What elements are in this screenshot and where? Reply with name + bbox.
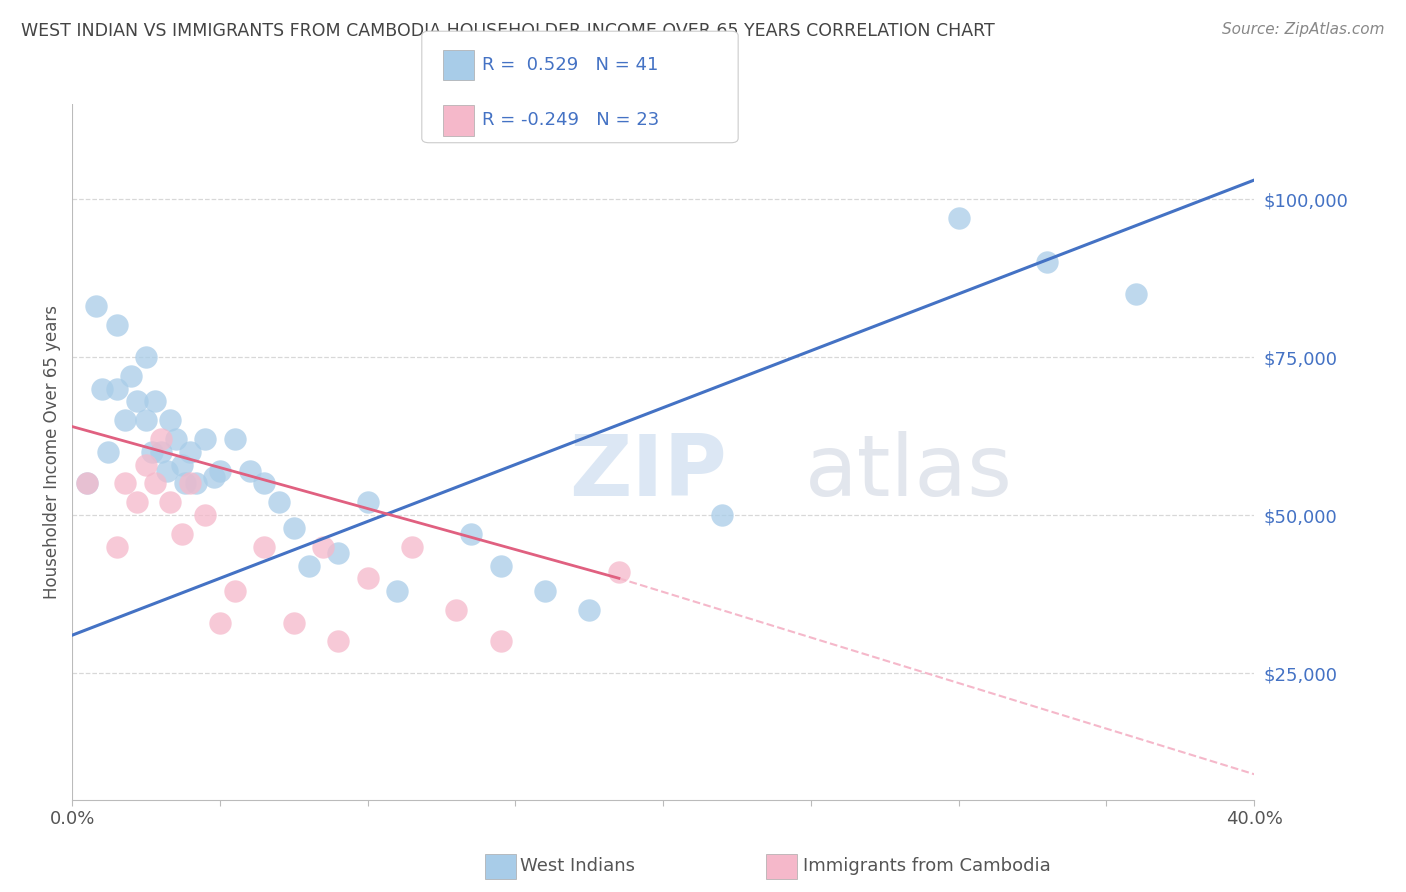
Point [208, 464, 231, 478]
Point [127, 495, 149, 509]
Point [446, 603, 468, 617]
Point [489, 558, 512, 573]
Point [105, 382, 128, 396]
Point [179, 445, 201, 459]
Text: West Indians: West Indians [520, 857, 636, 875]
Point [607, 565, 630, 579]
Point [165, 432, 187, 446]
Text: Source: ZipAtlas.com: Source: ZipAtlas.com [1222, 22, 1385, 37]
Point [489, 634, 512, 648]
Point [135, 458, 157, 472]
Point [194, 508, 217, 522]
Point [224, 432, 246, 446]
Text: Immigrants from Cambodia: Immigrants from Cambodia [803, 857, 1050, 875]
Point [143, 476, 166, 491]
Point [194, 432, 217, 446]
Point [208, 615, 231, 630]
Point [159, 495, 181, 509]
Point [76, 476, 98, 491]
Point [711, 508, 734, 522]
Point [312, 540, 335, 554]
Point [534, 583, 557, 598]
Point [156, 464, 179, 478]
Point [135, 413, 157, 427]
Point [105, 540, 128, 554]
Point [202, 470, 225, 484]
Point [357, 571, 380, 585]
Point [141, 445, 163, 459]
Point [1036, 255, 1059, 269]
Point [127, 394, 149, 409]
Point [120, 369, 142, 384]
Point [283, 615, 305, 630]
Point [186, 476, 208, 491]
Point [283, 521, 305, 535]
Y-axis label: Householder Income Over 65 years: Householder Income Over 65 years [44, 305, 60, 599]
Point [90, 382, 112, 396]
Point [253, 540, 276, 554]
Point [97, 445, 120, 459]
Point [328, 546, 350, 560]
Point [357, 495, 380, 509]
Point [179, 476, 201, 491]
Point [159, 413, 181, 427]
Point [170, 527, 193, 541]
Point [173, 476, 195, 491]
Point [1125, 286, 1147, 301]
Point [460, 527, 482, 541]
Text: R =  0.529   N = 41: R = 0.529 N = 41 [482, 56, 658, 74]
Point [253, 476, 276, 491]
Point [387, 583, 409, 598]
Point [84, 300, 107, 314]
Point [114, 476, 136, 491]
Text: WEST INDIAN VS IMMIGRANTS FROM CAMBODIA HOUSEHOLDER INCOME OVER 65 YEARS CORRELA: WEST INDIAN VS IMMIGRANTS FROM CAMBODIA … [21, 22, 995, 40]
Text: atlas: atlas [806, 431, 1014, 514]
Point [76, 476, 98, 491]
Point [143, 394, 166, 409]
Point [224, 583, 246, 598]
Point [328, 634, 350, 648]
Point [170, 458, 193, 472]
Text: ZIP: ZIP [568, 431, 727, 514]
Point [948, 211, 970, 225]
Point [401, 540, 423, 554]
Point [149, 432, 172, 446]
Text: R = -0.249   N = 23: R = -0.249 N = 23 [482, 112, 659, 129]
Point [267, 495, 290, 509]
Point [135, 350, 157, 364]
Point [105, 318, 128, 333]
Point [238, 464, 260, 478]
Point [90, 65, 112, 79]
Point [578, 603, 600, 617]
Point [298, 558, 321, 573]
Point [114, 413, 136, 427]
Point [149, 445, 172, 459]
